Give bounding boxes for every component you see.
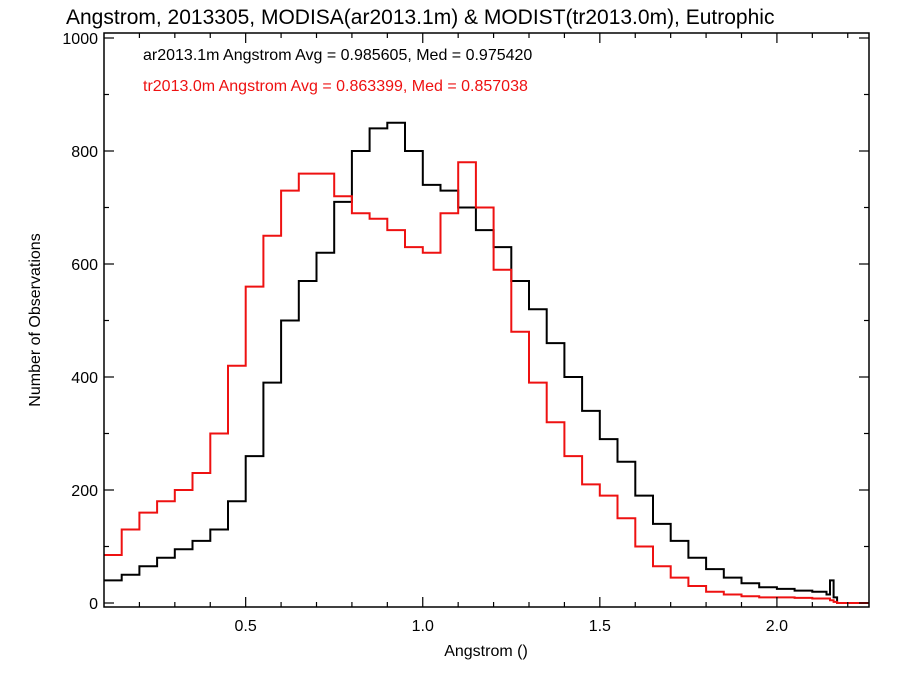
annotation-black: ar2013.1m Angstrom Avg = 0.985605, Med =… <box>143 47 532 64</box>
x-axis-label: Angstrom () <box>444 643 528 660</box>
y-tick-label: 200 <box>71 483 98 500</box>
y-tick-label: 1000 <box>62 31 98 48</box>
y-tick-label: 600 <box>71 257 98 274</box>
y-tick-label: 400 <box>71 370 98 387</box>
axis-ticks: 0.5 1.0 1.5 2.0 0 200 400 600 800 1000 <box>62 31 869 635</box>
series-line-red <box>104 161 869 604</box>
x-tick-label: 0.5 <box>235 618 257 635</box>
y-axis-label: Number of Observations <box>27 233 44 406</box>
plot-frame <box>103 32 870 608</box>
y-tick-label: 0 <box>89 596 98 613</box>
series-line-black <box>104 121 869 604</box>
series-layer <box>104 121 869 604</box>
x-tick-label: 2.0 <box>766 618 788 635</box>
x-tick-label: 1.5 <box>589 618 611 635</box>
annotation-red: tr2013.0m Angstrom Avg = 0.863399, Med =… <box>143 78 528 95</box>
x-tick-label: 1.0 <box>412 618 434 635</box>
y-tick-label: 800 <box>71 144 98 161</box>
chart-title: Angstrom, 2013305, MODISA(ar2013.1m) & M… <box>66 6 774 29</box>
